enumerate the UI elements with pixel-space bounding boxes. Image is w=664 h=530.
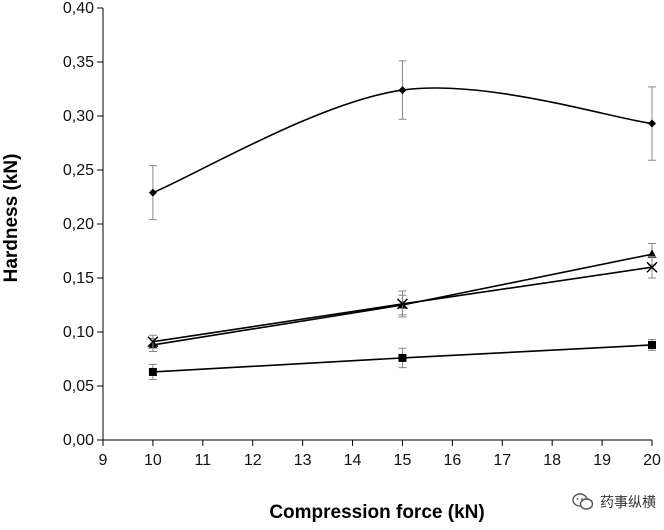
- x-tick-label: 13: [294, 452, 312, 469]
- wechat-icon: [572, 493, 594, 511]
- x-tick-label: 12: [244, 452, 262, 469]
- x-tick-label: 15: [394, 452, 412, 469]
- y-tick-label: 0,35: [63, 54, 94, 71]
- y-tick-label: 0,15: [63, 270, 94, 287]
- watermark: 药事纵横: [572, 492, 656, 512]
- x-tick-label: 19: [593, 452, 611, 469]
- x-tick-label: 14: [344, 452, 362, 469]
- x-tick-label: 16: [443, 452, 461, 469]
- x-tick-label: 11: [195, 452, 212, 469]
- data-point-diamond: [648, 119, 656, 128]
- data-point-diamond: [148, 188, 157, 197]
- data-point-square: [398, 353, 407, 362]
- data-point-square: [148, 367, 157, 376]
- series-1: [148, 60, 656, 221]
- axes: [102, 8, 652, 441]
- data-point-x: [646, 261, 658, 273]
- data-point-x: [396, 298, 408, 310]
- y-tick-label: 0,40: [63, 0, 94, 17]
- watermark-text: 药事纵横: [600, 495, 656, 511]
- x-tick-label: 20: [643, 452, 661, 469]
- data-point-square: [648, 340, 656, 349]
- y-axis-title: Hardness (kN): [1, 154, 22, 283]
- series-4: [148, 339, 656, 381]
- data-point-triangle: [647, 249, 657, 258]
- x-tick-label: 10: [144, 452, 162, 469]
- series-3: [147, 255, 658, 349]
- y-tick-label: 0,00: [63, 432, 94, 449]
- y-tick-label: 0,10: [63, 324, 94, 341]
- y-tick-label: 0,05: [63, 378, 94, 395]
- ticks: 0,00 0,05 0,10 0,15 0,20 0,25 0,30 0,35 0,40 9 10 1…: [63, 0, 661, 469]
- series: [147, 60, 658, 381]
- x-tick-label: 17: [493, 452, 511, 469]
- y-tick-label: 0,30: [63, 108, 94, 125]
- data-point-x: [147, 336, 159, 348]
- y-tick-label: 0,20: [63, 216, 94, 233]
- x-axis-title: Compression force (kN): [269, 502, 484, 523]
- y-tick-label: 0,25: [63, 162, 94, 179]
- data-point-diamond: [398, 86, 407, 95]
- x-tick-label: 18: [543, 452, 561, 469]
- x-tick-label: 9: [99, 452, 108, 469]
